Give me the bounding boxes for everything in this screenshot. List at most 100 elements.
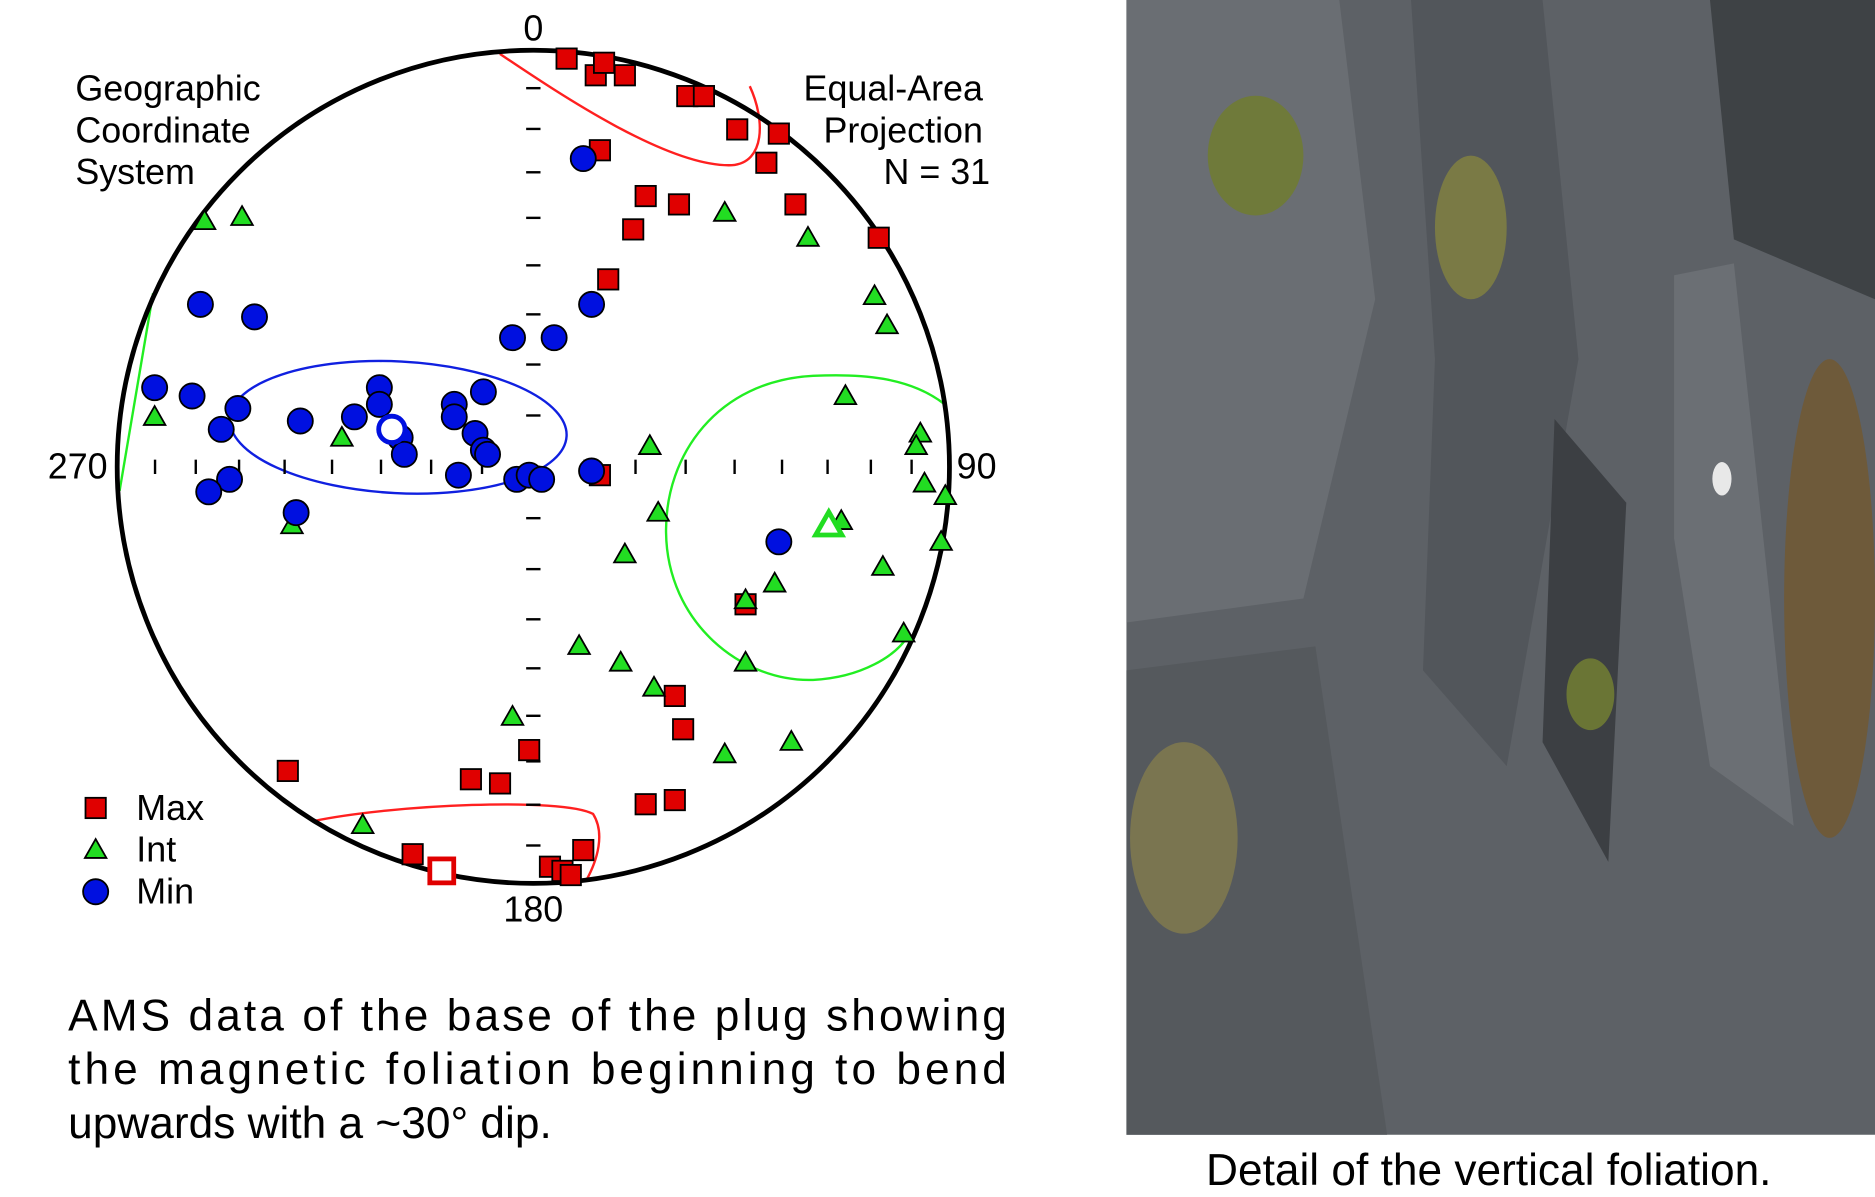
int-point	[932, 483, 958, 505]
int-point	[637, 433, 663, 455]
min-point	[578, 290, 606, 318]
min-point	[365, 390, 393, 418]
max-point	[663, 684, 686, 708]
vegetation	[1784, 359, 1875, 838]
legend-swatch	[83, 837, 108, 859]
int-point	[733, 587, 758, 610]
max-point	[518, 739, 541, 762]
int-point	[779, 729, 804, 751]
rock-slab	[1674, 263, 1794, 826]
min-point	[195, 478, 223, 506]
int-point	[833, 383, 858, 405]
max-point	[488, 772, 512, 795]
rock-face	[1126, 0, 1376, 623]
int-point	[795, 225, 821, 247]
primitive-circle	[114, 47, 952, 886]
int-point	[500, 704, 525, 726]
int-point	[733, 650, 758, 672]
int-point	[566, 633, 592, 655]
max-point	[572, 838, 595, 862]
int-point	[908, 420, 933, 443]
direction-label: 0	[523, 9, 543, 49]
int-point	[229, 204, 255, 226]
int-point	[891, 620, 916, 643]
min-point	[569, 145, 597, 173]
figure-caption: the magnetic foliation beginning to bend	[68, 1045, 1007, 1094]
projection-label: Equal-Area	[804, 68, 983, 108]
min-point	[207, 415, 235, 443]
max-point	[555, 47, 578, 70]
max-point	[692, 85, 715, 108]
legend-label: Min	[136, 872, 194, 912]
max-point	[597, 268, 620, 291]
min-point	[178, 382, 206, 410]
coordinate-system-label: Geographic	[75, 68, 260, 108]
int-point	[329, 425, 355, 447]
int-confidence-ellipse	[118, 293, 155, 491]
moss	[1566, 658, 1615, 731]
grass	[1130, 742, 1238, 934]
projection-label: N = 31	[883, 152, 990, 192]
min-point	[474, 440, 502, 468]
max-point	[622, 218, 645, 241]
int-point	[762, 570, 787, 593]
min-point	[528, 465, 556, 493]
max-point	[276, 759, 299, 782]
int-confidence-ellipse	[664, 374, 945, 682]
min-point	[286, 407, 314, 435]
min-point	[224, 395, 252, 422]
int-point	[862, 283, 887, 306]
max-confidence-ellipse	[313, 803, 601, 882]
min-point	[469, 378, 497, 406]
int-point	[928, 529, 954, 551]
rock-shadow	[1709, 0, 1875, 300]
photo-caption: Detail of the vertical foliation.	[1206, 1146, 1771, 1195]
min-point	[186, 290, 214, 318]
max-confidence-ellipse	[499, 52, 761, 167]
min-point	[540, 324, 568, 352]
int-point	[608, 650, 634, 672]
int-point	[870, 554, 896, 576]
int-point	[912, 470, 937, 493]
int-point	[903, 433, 929, 455]
max-point	[667, 193, 691, 216]
direction-label: 90	[957, 447, 997, 487]
min-point	[282, 499, 310, 527]
mean-min	[376, 413, 408, 445]
min-point	[141, 374, 169, 402]
min-point	[216, 465, 243, 493]
max-point	[755, 151, 778, 174]
int-point	[712, 200, 738, 222]
max-point	[559, 863, 582, 887]
max-point	[867, 226, 890, 249]
figure-caption: AMS data of the base of the plug showing	[68, 991, 1007, 1040]
max-point	[672, 718, 695, 741]
moss	[1434, 155, 1507, 300]
int-point	[192, 208, 217, 231]
min-point	[340, 403, 368, 431]
max-point	[767, 122, 790, 145]
int-point	[712, 741, 738, 764]
coordinate-system-label: Coordinate	[75, 110, 250, 150]
min-point	[390, 440, 418, 468]
min-point	[241, 303, 268, 331]
max-point	[784, 193, 807, 216]
mean-int	[811, 507, 847, 538]
min-point	[578, 457, 606, 485]
stereonet	[82, 47, 958, 906]
int-point	[874, 312, 900, 335]
mean-max	[427, 856, 457, 886]
direction-label: 180	[503, 890, 563, 930]
legend-swatch	[84, 796, 107, 820]
max-point	[593, 51, 616, 74]
coordinate-system-label: System	[75, 152, 195, 192]
legend-label: Max	[136, 788, 204, 828]
int-point	[645, 500, 671, 522]
max-point	[401, 843, 424, 866]
max-point	[634, 184, 657, 208]
min-point	[765, 528, 793, 556]
min-point	[444, 461, 472, 489]
lichen	[1712, 462, 1732, 496]
int-point	[641, 675, 667, 697]
max-point	[459, 768, 482, 791]
